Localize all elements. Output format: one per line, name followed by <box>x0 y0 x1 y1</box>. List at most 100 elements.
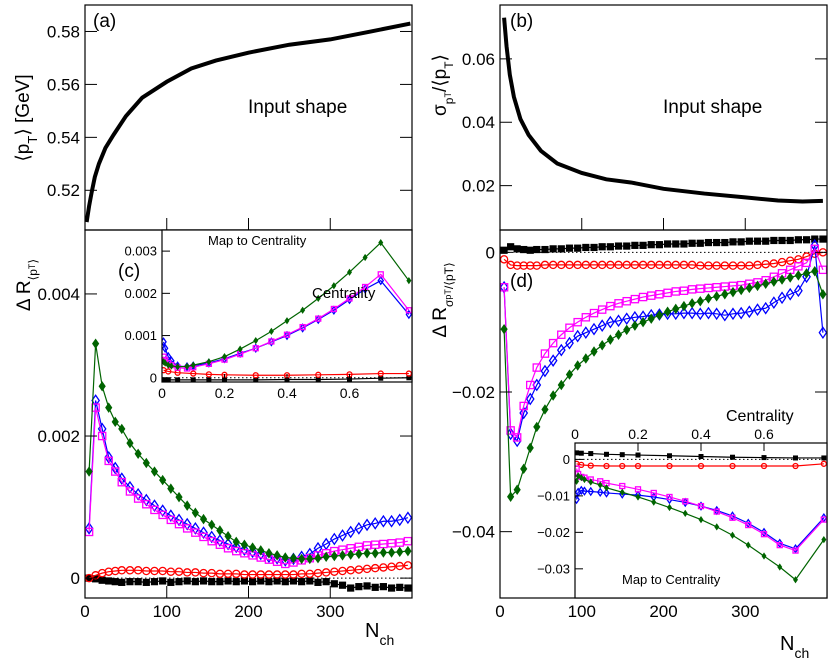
data-point <box>671 287 681 296</box>
data-point <box>680 240 688 248</box>
data-point <box>574 244 582 252</box>
data-point <box>299 323 306 331</box>
data-point <box>730 531 735 539</box>
data-point <box>753 280 762 292</box>
inset-c-x-tick-label: 0.6 <box>340 385 360 401</box>
series-AMPT β2 <box>575 450 827 461</box>
data-point <box>590 243 598 252</box>
data-point <box>720 308 730 322</box>
data-point <box>395 538 404 547</box>
data-point <box>622 296 631 306</box>
data-point <box>581 260 591 270</box>
data-point <box>697 502 705 510</box>
panel-d-x-tick-label: 100 <box>568 602 596 621</box>
data-point <box>506 426 515 435</box>
data-point <box>745 261 754 270</box>
data-point <box>182 568 192 577</box>
data-point <box>728 261 738 270</box>
data-point <box>578 461 585 469</box>
inset-d-y-tick-label: −0.02 <box>537 525 570 540</box>
data-point <box>387 539 396 548</box>
data-point <box>638 260 648 270</box>
data-point <box>525 261 535 270</box>
data-point <box>519 401 528 411</box>
data-point <box>821 455 827 461</box>
data-point <box>794 262 803 271</box>
data-point <box>818 326 827 340</box>
data-point <box>361 283 369 291</box>
data-point <box>329 532 339 546</box>
data-point <box>810 244 819 254</box>
panel-a-y-tick-label: 0.58 <box>47 22 80 41</box>
data-point <box>770 276 778 287</box>
data-point <box>575 450 580 456</box>
data-point <box>240 543 249 557</box>
data-point <box>688 298 696 309</box>
data-point <box>378 514 388 528</box>
data-point <box>379 547 387 558</box>
data-point <box>573 260 582 270</box>
series-line <box>163 369 409 376</box>
data-point <box>500 255 509 264</box>
series-AMPT β2 <box>85 574 412 592</box>
data-point <box>729 514 736 521</box>
series-AMPT β2,3, a0,R0 <box>85 403 412 569</box>
series-line <box>88 400 409 561</box>
data-point <box>753 303 762 316</box>
data-point <box>794 236 802 244</box>
inset-d-x-ticks: 0 0.2 0.4 0.6 <box>571 426 774 451</box>
data-point <box>736 306 746 320</box>
data-point <box>761 301 771 315</box>
data-point <box>500 323 508 335</box>
data-point <box>512 434 522 448</box>
data-point <box>682 498 689 505</box>
data-point <box>533 245 541 254</box>
data-point <box>704 238 713 247</box>
data-point <box>713 508 720 515</box>
data-point <box>231 540 241 554</box>
data-point <box>802 258 811 268</box>
data-point <box>663 306 672 317</box>
data-point <box>623 324 631 336</box>
data-point <box>605 315 615 329</box>
data-point <box>778 274 786 285</box>
inset-d-x-tick-label: 0 <box>571 426 579 442</box>
data-point <box>666 493 673 501</box>
data-point <box>793 455 798 461</box>
data-point <box>753 260 762 270</box>
data-point <box>314 578 322 586</box>
panel-d-x-tick-label: 0 <box>495 602 504 621</box>
data-point <box>104 456 113 466</box>
data-point <box>289 570 298 579</box>
data-point <box>167 483 175 494</box>
data-point <box>322 578 330 586</box>
data-point <box>582 243 590 252</box>
data-point <box>232 578 240 586</box>
data-point <box>315 294 321 303</box>
data-point <box>184 362 190 371</box>
inset-d-y-tick-label: −0.01 <box>537 488 570 503</box>
data-point <box>655 260 664 270</box>
data-point <box>283 331 291 338</box>
data-point <box>622 260 631 270</box>
data-point <box>631 241 639 249</box>
data-point <box>696 239 704 247</box>
data-point <box>507 491 515 502</box>
data-point <box>606 243 614 251</box>
data-point <box>770 236 778 245</box>
data-point <box>331 282 337 290</box>
data-point <box>256 570 266 579</box>
data-point <box>273 550 281 561</box>
data-point <box>540 364 550 378</box>
data-point <box>174 567 184 576</box>
data-point <box>97 431 107 441</box>
data-point <box>85 522 94 535</box>
data-point <box>387 514 396 528</box>
data-point <box>818 265 827 275</box>
data-point <box>762 278 770 289</box>
data-point <box>379 583 387 591</box>
data-point <box>802 270 811 284</box>
data-point <box>671 260 681 270</box>
data-point <box>405 307 412 314</box>
data-point <box>635 493 641 501</box>
